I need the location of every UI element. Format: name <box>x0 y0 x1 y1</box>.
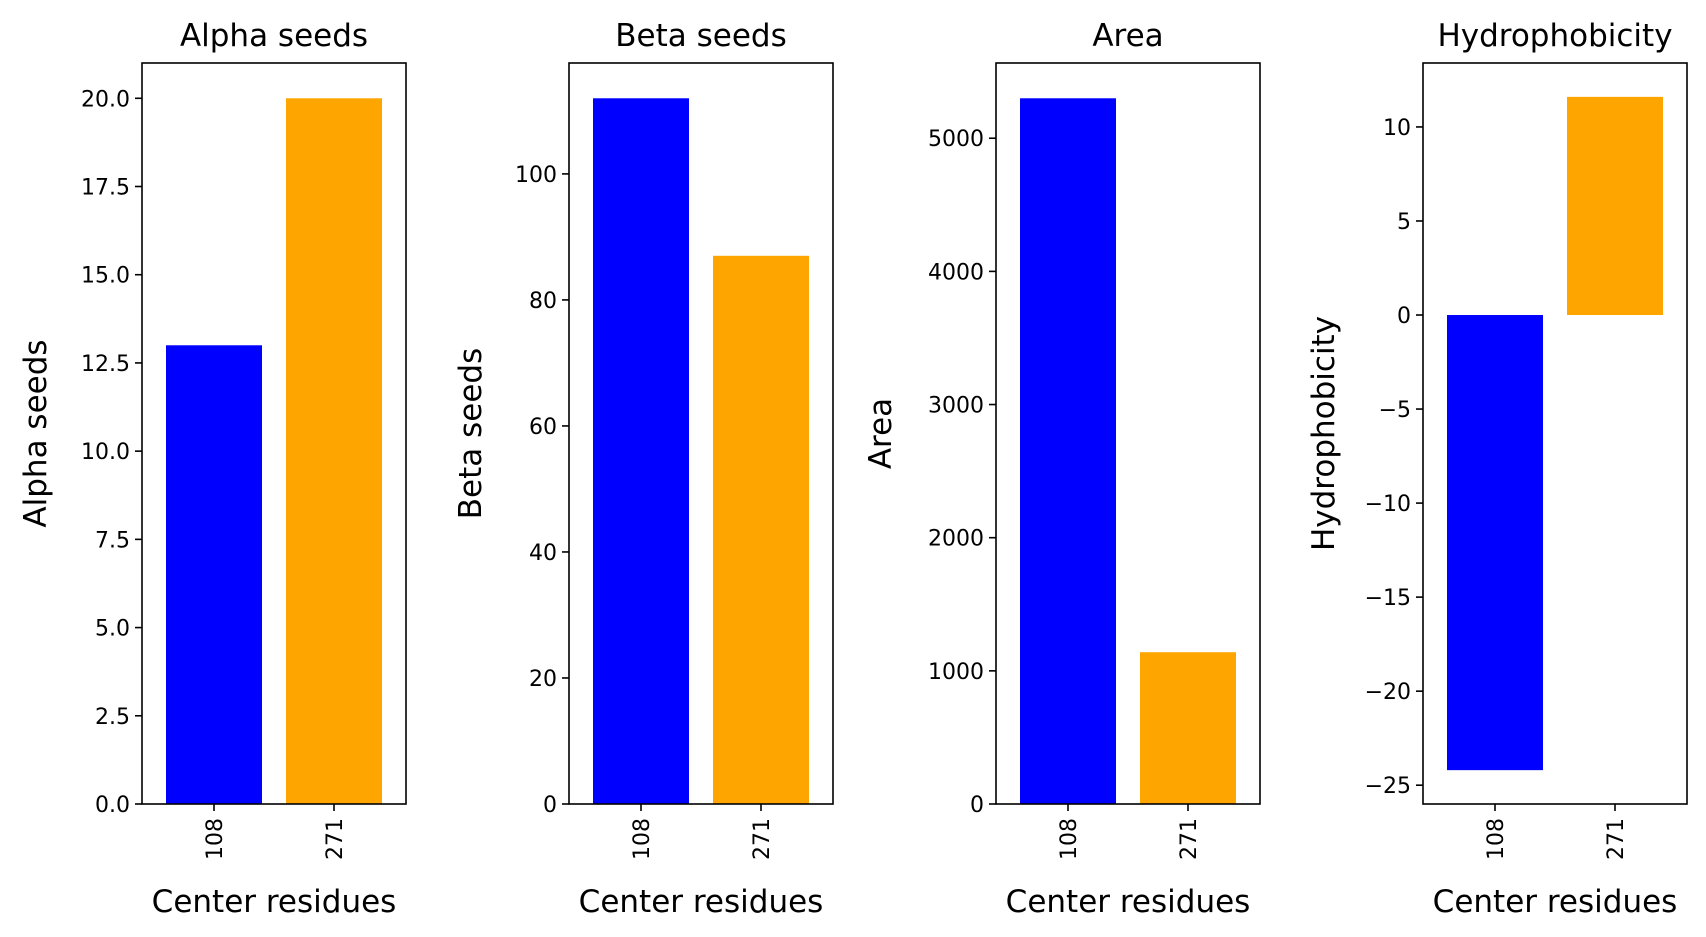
x-tick-label: 271 <box>1177 818 1202 860</box>
y-tick-label: 0.0 <box>95 793 130 818</box>
chart-panel-4: −25 −20 −15 −10 −5 0 5 10 108 271 Hydrophobicity Ce… <box>1306 18 1688 920</box>
chart-panel-1: 0.0 2.5 5.0 7.5 10.0 12.5 15.0 17.5 20.0 108 271 Al… <box>18 18 407 920</box>
y-tick-label: 15.0 <box>81 264 130 289</box>
y-tick-label: 2.5 <box>95 705 130 730</box>
y-tick-label: −5 <box>1379 398 1411 423</box>
bar-271 <box>1567 96 1663 316</box>
x-tick-label: 108 <box>203 818 228 860</box>
y-tick-label: 17.5 <box>81 176 130 201</box>
plot-frame <box>995 62 1261 805</box>
x-axis-label: Center residues <box>1006 884 1251 920</box>
y-axis-label: Beta seeds <box>453 348 489 519</box>
bar-271 <box>286 98 382 805</box>
y-tick-label: 4000 <box>928 260 984 285</box>
x-axis-label: Center residues <box>152 884 397 920</box>
y-tick-label: −15 <box>1365 586 1411 611</box>
y-tick-label: 1000 <box>928 660 984 685</box>
y-tick-label: −10 <box>1365 492 1411 517</box>
y-tick-label: 10 <box>1383 116 1411 141</box>
chart-panel-3: 0 1000 2000 3000 4000 5000 108 271 Area Center re… <box>863 18 1261 920</box>
y-tick-label: 0 <box>543 793 557 818</box>
y-tick-label: −25 <box>1365 774 1411 799</box>
y-axis-label: Area <box>863 398 899 469</box>
y-tick-label: 80 <box>529 289 557 314</box>
x-tick-label: 108 <box>630 818 655 860</box>
y-tick-label: 12.5 <box>81 352 130 377</box>
bar-108 <box>1447 315 1543 771</box>
chart-title: Area <box>1092 18 1163 54</box>
y-tick-label: 0 <box>970 793 984 818</box>
x-tick-label: 271 <box>323 818 348 860</box>
x-axis-label: Center residues <box>579 884 824 920</box>
chart-title: Beta seeds <box>615 18 786 54</box>
y-tick-label: 5 <box>1397 210 1411 235</box>
y-tick-label: 7.5 <box>95 528 130 553</box>
chart-title: Alpha seeds <box>180 18 368 54</box>
y-axis-label: Hydrophobicity <box>1306 316 1342 551</box>
y-tick-label: 0 <box>1397 304 1411 329</box>
chart-panel-2: 0 20 40 60 80 100 108 271 Beta seeds Center resid… <box>453 18 834 920</box>
bar-108 <box>1020 98 1116 805</box>
y-tick-label: 40 <box>529 541 557 566</box>
plot-frame <box>1422 62 1688 805</box>
bar-271 <box>713 255 809 804</box>
bar-108 <box>593 98 689 805</box>
bar-108 <box>166 345 262 804</box>
y-tick-label: 5000 <box>928 127 984 152</box>
y-tick-label: 20 <box>529 667 557 692</box>
y-tick-label: −20 <box>1365 680 1411 705</box>
y-tick-label: 20.0 <box>81 87 130 112</box>
x-tick-label: 271 <box>1604 818 1629 860</box>
x-tick-label: 271 <box>750 818 775 860</box>
x-tick-label: 108 <box>1484 818 1509 860</box>
bar-271 <box>1140 652 1236 804</box>
chart-title: Hydrophobicity <box>1437 18 1672 54</box>
y-tick-label: 100 <box>515 163 557 188</box>
y-axis-label: Alpha seeds <box>18 339 54 527</box>
x-axis-label: Center residues <box>1433 884 1678 920</box>
y-tick-label: 10.0 <box>81 440 130 465</box>
plot-frame <box>568 62 834 805</box>
x-tick-label: 108 <box>1057 818 1082 860</box>
plot-frame <box>141 62 407 805</box>
y-tick-label: 2000 <box>928 527 984 552</box>
y-tick-label: 5.0 <box>95 617 130 642</box>
y-tick-label: 3000 <box>928 394 984 419</box>
y-tick-label: 60 <box>529 415 557 440</box>
